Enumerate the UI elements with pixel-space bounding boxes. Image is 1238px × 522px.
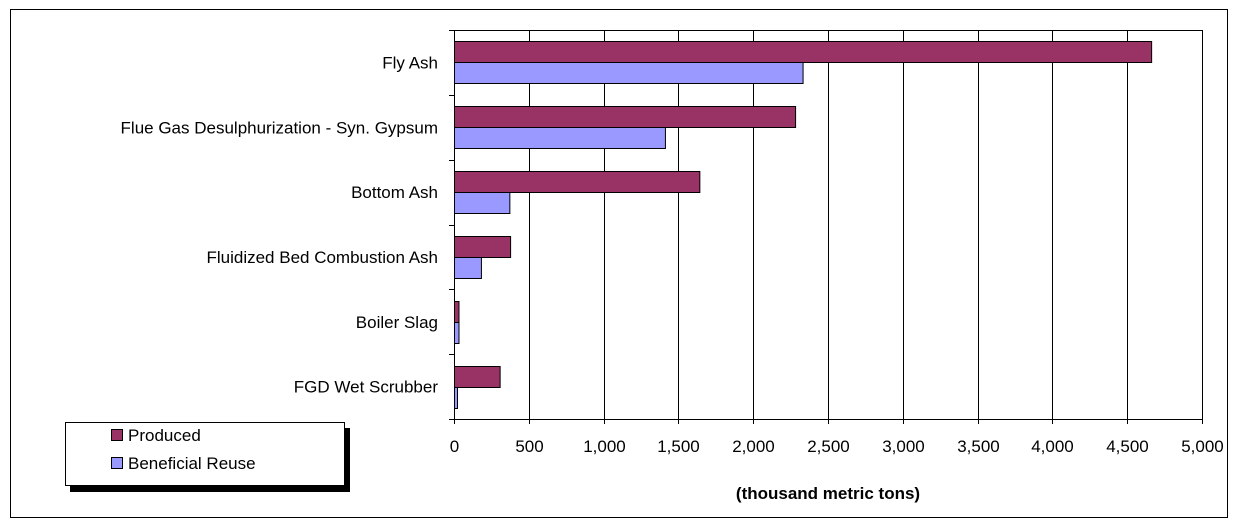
x-tick-label: 4,500 (1106, 437, 1149, 456)
category-label: Fly Ash (382, 53, 438, 72)
bar-beneficial-reuse (454, 322, 460, 344)
x-tick-label: 0 (450, 437, 459, 456)
x-tick-label: 500 (515, 437, 543, 456)
x-tick-label: 2,000 (732, 437, 775, 456)
category-label: FGD Wet Scrubber (294, 378, 439, 397)
bar-produced (454, 41, 1153, 63)
category-label: Bottom Ash (351, 183, 438, 202)
x-tick-label: 2,500 (807, 437, 850, 456)
bar-beneficial-reuse (454, 62, 804, 84)
legend-swatch-beneficial-reuse (111, 457, 123, 469)
bar-beneficial-reuse (454, 192, 511, 214)
legend: Produced Beneficial Reuse (65, 422, 350, 492)
bar-produced (454, 236, 512, 258)
category-label: Fluidized Bed Combustion Ash (206, 248, 438, 267)
axes (449, 30, 1203, 424)
bar-produced (454, 366, 501, 388)
legend-label-produced: Produced (128, 426, 201, 445)
x-axis-title: (thousand metric tons) (736, 484, 920, 503)
bar-produced (454, 171, 701, 193)
x-tick-label: 3,000 (882, 437, 925, 456)
bar-beneficial-reuse (454, 257, 482, 279)
bar-beneficial-reuse (454, 127, 666, 149)
category-label: Flue Gas Desulphurization - Syn. Gypsum (121, 118, 438, 137)
bar-produced (454, 106, 797, 128)
x-tick-label: 5,000 (1181, 437, 1224, 456)
labels: 0 500 1,000 1,500 2,000 2,500 3,000 3,500 4,000 4… (121, 53, 1224, 456)
x-tick-label: 1,500 (657, 437, 700, 456)
bars (454, 41, 1153, 409)
x-tick-label: 4,000 (1031, 437, 1074, 456)
category-label: Boiler Slag (356, 313, 438, 332)
bar-produced (454, 301, 460, 323)
legend-swatch-produced (111, 429, 123, 441)
x-tick-label: 1,000 (583, 437, 626, 456)
legend-label-beneficial-reuse: Beneficial Reuse (128, 454, 256, 473)
x-tick-label: 3,500 (957, 437, 1000, 456)
